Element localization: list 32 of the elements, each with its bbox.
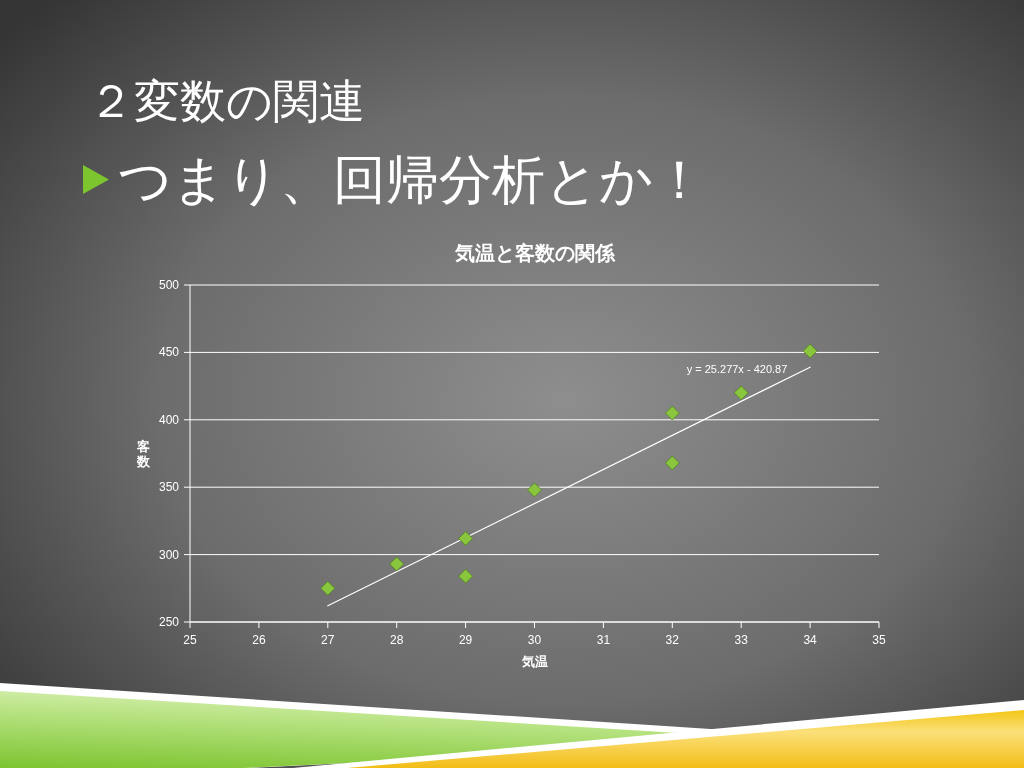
chart-title: 気温と客数の関係 (453, 242, 616, 264)
text: ２変数の関連 (88, 75, 365, 127)
x-tick-label: 26 (252, 633, 266, 647)
y-tick-label: 450 (158, 345, 180, 360)
y-tick-label: 350 (158, 480, 180, 495)
point (527, 482, 542, 498)
point (458, 568, 473, 584)
x-tick-label: 30 (527, 633, 542, 647)
point (664, 405, 680, 421)
point (733, 385, 749, 401)
y-tick-label: 500 (158, 278, 180, 292)
x-tick-label: 33 (734, 633, 749, 647)
text: つまり、回帰分析とか！ (118, 150, 706, 209)
y-axis-title: 客数 (135, 439, 151, 469)
x-axis-title: 気温 (520, 654, 548, 669)
x-tick-label: 27 (321, 633, 335, 647)
x-tick-label: 29 (458, 633, 473, 647)
point (458, 531, 473, 546)
point (320, 580, 336, 596)
x-tick-label: 35 (872, 633, 886, 647)
point (389, 556, 405, 572)
y-tick-label: 400 (158, 412, 180, 427)
x-tick-label: 32 (665, 633, 680, 647)
y-tick-label: 250 (158, 615, 180, 629)
x-tick-label: 28 (390, 633, 404, 647)
x-tick-label: 31 (596, 633, 611, 647)
point (802, 343, 818, 359)
x-tick-label: 34 (803, 633, 818, 647)
y-tick-label: 300 (158, 547, 180, 562)
annotation: y = 25.277x - 420.87 (686, 363, 788, 375)
x-tick-label: 25 (183, 633, 197, 647)
point (664, 455, 680, 471)
